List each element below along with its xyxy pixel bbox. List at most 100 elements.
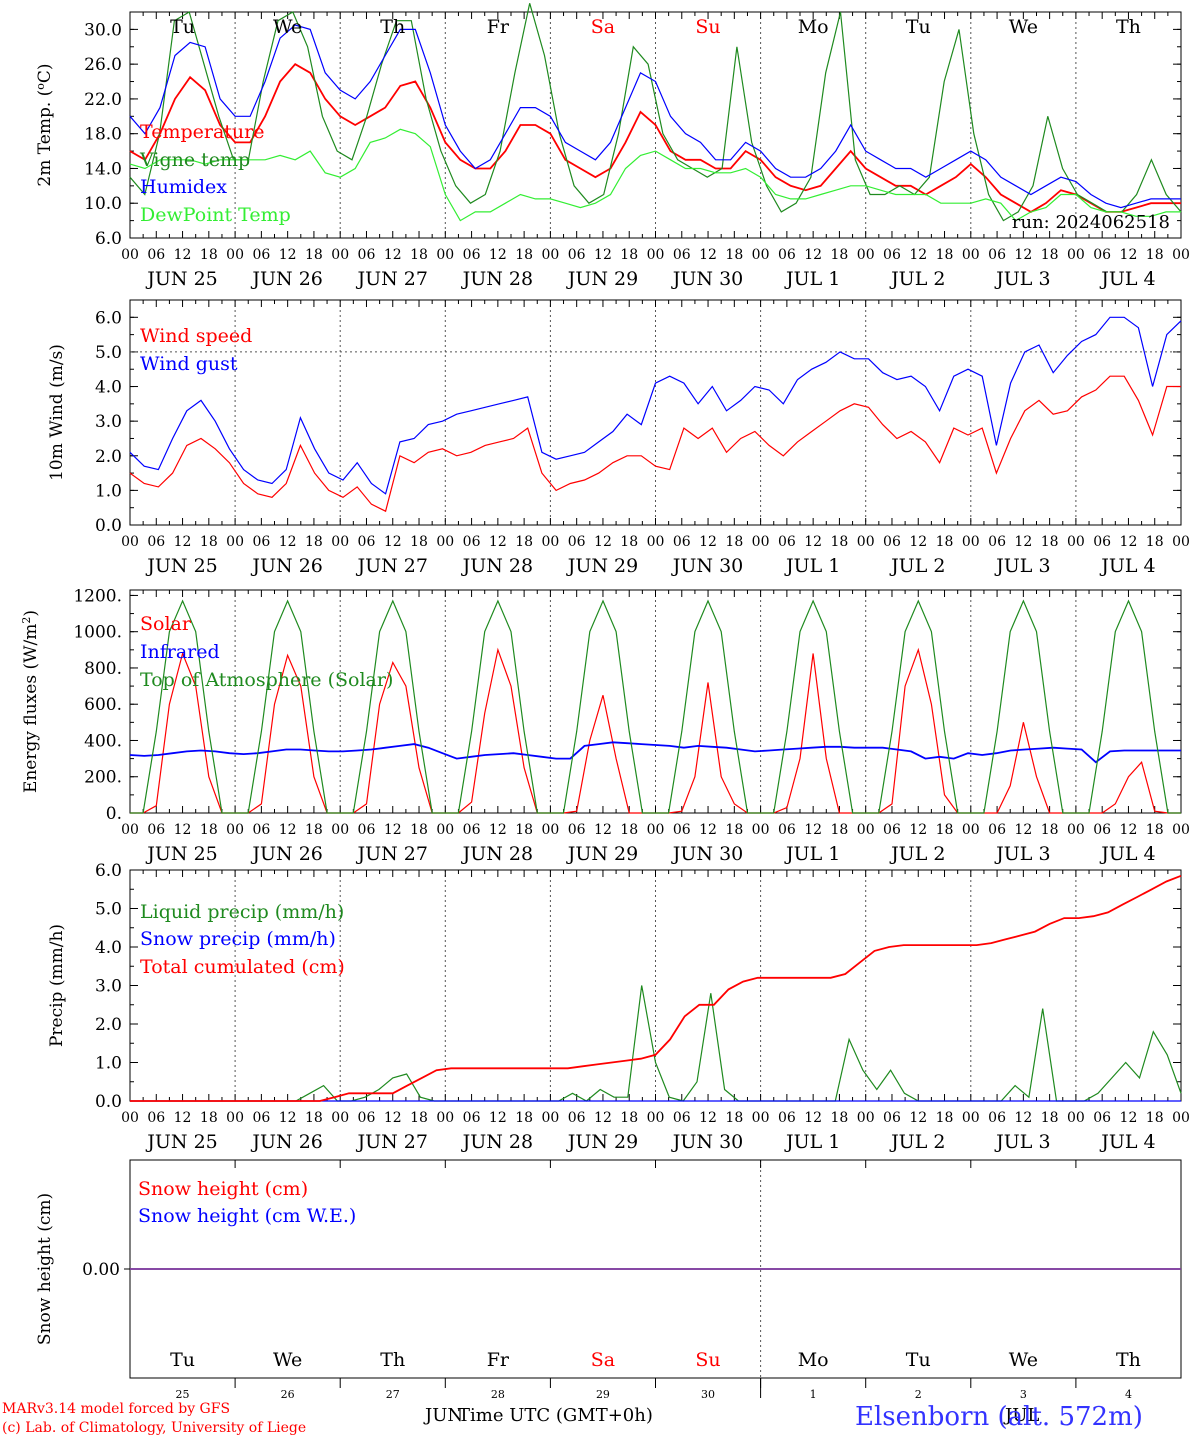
weekday-label: We (1009, 1349, 1038, 1371)
weekday-label: Tu (170, 16, 195, 38)
day-number-label: 26 (281, 1388, 295, 1401)
x-hour-label: 12 (804, 822, 822, 838)
x-hour-label: 06 (358, 1110, 376, 1126)
legend-entry: Temperature (140, 121, 264, 143)
x-date-label: JUN 27 (356, 1131, 428, 1153)
x-hour-label: 06 (358, 534, 376, 550)
x-hour-label: 06 (358, 822, 376, 838)
x-hour-label: 06 (463, 247, 481, 263)
x-hour-label: 12 (699, 534, 717, 550)
x-hour-label: 12 (594, 247, 612, 263)
legend-entry: Solar (140, 613, 192, 635)
x-hour-label: 06 (883, 247, 901, 263)
x-date-label: JUN 26 (250, 268, 322, 290)
x-hour-label: 00 (857, 1110, 875, 1126)
x-hour-label: 18 (515, 247, 533, 263)
x-date-label: JUN 27 (356, 555, 428, 577)
weekday-label: Su (695, 16, 720, 38)
x-hour-label: 18 (515, 822, 533, 838)
x-date-label: JUL 2 (889, 1131, 945, 1153)
x-hour-label: 18 (620, 1110, 638, 1126)
x-hour-label: 12 (489, 1110, 507, 1126)
x-hour-label: 06 (778, 822, 796, 838)
x-hour-label: 06 (252, 534, 270, 550)
y-tick-label: 2.0 (95, 1015, 122, 1035)
x-hour-label: 06 (568, 247, 586, 263)
x-date-label: JUN 25 (145, 843, 217, 865)
y-tick-label: 5.0 (95, 343, 122, 363)
x-hour-label: 00 (331, 534, 349, 550)
y-tick-label: 1200. (73, 586, 122, 606)
x-hour-label: 18 (200, 534, 218, 550)
x-date-label: JUL 4 (1099, 843, 1155, 865)
day-number-label: 4 (1125, 1388, 1132, 1401)
x-hour-label: 18 (620, 247, 638, 263)
x-hour-label: 00 (647, 822, 665, 838)
x-date-label: JUL 2 (889, 555, 945, 577)
x-hour-label: 00 (331, 1110, 349, 1126)
legend-entry: Wind gust (140, 353, 238, 375)
x-hour-label: 12 (804, 247, 822, 263)
x-date-label: JUN 26 (250, 555, 322, 577)
x-date-label: JUN 27 (356, 843, 428, 865)
x-hour-label: 00 (857, 822, 875, 838)
series-line (130, 599, 1181, 814)
station-name: Elsenborn (alt. 572m) (855, 1402, 1143, 1432)
x-date-label: JUL 2 (889, 268, 945, 290)
legend-entry: Humidex (140, 176, 227, 198)
x-hour-label: 12 (1014, 822, 1032, 838)
x-date-label: JUN 28 (461, 843, 533, 865)
y-axis-label: Energy fluxes (W/m2) (20, 610, 41, 793)
weekday-label: Mo (798, 1349, 829, 1371)
legend-entry: Snow height (cm W.E.) (138, 1205, 356, 1227)
weekday-label: Tu (906, 16, 931, 38)
x-hour-label: 18 (936, 247, 954, 263)
weekday-label: Fr (487, 16, 510, 38)
legend-entry: Vigne temp (139, 149, 250, 171)
x-hour-label: 12 (1014, 1110, 1032, 1126)
x-hour-label: 12 (489, 247, 507, 263)
x-hour-label: 18 (725, 247, 743, 263)
x-hour-label: 18 (1041, 1110, 1059, 1126)
x-hour-label: 06 (568, 1110, 586, 1126)
x-hour-label: 00 (436, 1110, 454, 1126)
x-hour-label: 06 (252, 822, 270, 838)
day-number-label: 25 (176, 1388, 190, 1401)
x-hour-label: 12 (174, 534, 192, 550)
x-hour-label: 12 (384, 534, 402, 550)
x-hour-label: 18 (1041, 247, 1059, 263)
series-line (129, 3, 1182, 222)
x-hour-label: 06 (1093, 1110, 1111, 1126)
x-hour-label: 00 (1067, 1110, 1085, 1126)
x-date-label: JUL 3 (994, 268, 1050, 290)
y-tick-label: 6.0 (95, 229, 122, 249)
x-hour-label: 18 (831, 1110, 849, 1126)
weekday-label: We (273, 16, 302, 38)
x-date-label: JUL 3 (994, 843, 1050, 865)
x-hour-label: 18 (936, 534, 954, 550)
x-date-label: JUN 25 (145, 1131, 217, 1153)
series-line (130, 985, 1182, 1102)
x-hour-label: 12 (279, 1110, 297, 1126)
x-hour-label: 06 (568, 822, 586, 838)
x-hour-label: 12 (384, 1110, 402, 1126)
y-axis-label: 2m Temp. (oC) (34, 63, 55, 186)
x-date-label: JUL 4 (1099, 555, 1155, 577)
legend-entry: DewPoint Temp (140, 204, 291, 226)
legend-entry: Top of Atmosphere (Solar) (140, 669, 393, 691)
x-date-label: JUN 30 (671, 555, 743, 577)
x-hour-label: 00 (436, 822, 454, 838)
y-tick-label: 18.0 (84, 125, 122, 145)
y-tick-label: 0.0 (95, 1092, 122, 1112)
x-hour-label: 18 (1146, 247, 1164, 263)
y-tick-label: 2.0 (95, 447, 122, 467)
x-hour-label: 12 (594, 534, 612, 550)
x-hour-label: 12 (699, 247, 717, 263)
x-hour-label: 18 (305, 822, 323, 838)
x-hour-label: 06 (778, 534, 796, 550)
x-date-label: JUN 30 (671, 1131, 743, 1153)
x-hour-label: 12 (384, 822, 402, 838)
x-hour-label: 18 (305, 1110, 323, 1126)
x-hour-label: 00 (962, 1110, 980, 1126)
x-hour-label: 18 (200, 247, 218, 263)
